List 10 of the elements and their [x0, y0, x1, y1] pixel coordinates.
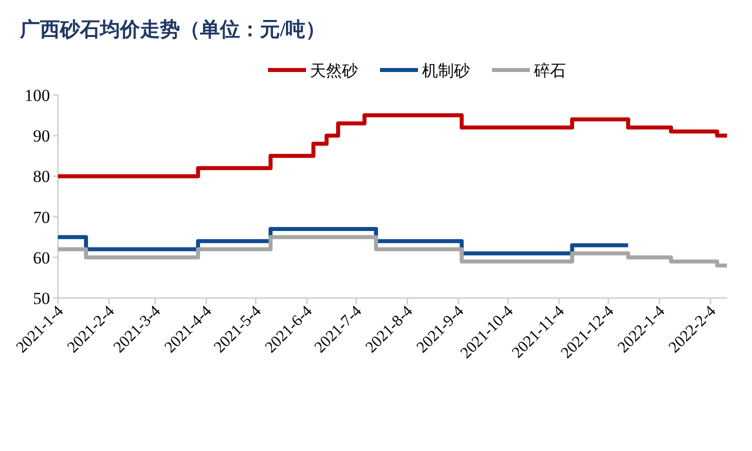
y-tick-label: 90 [33, 126, 50, 146]
y-tick-label: 100 [24, 86, 50, 105]
chart-title: 广西砂石均价走势（单位：元/吨） [19, 18, 326, 41]
y-tick-label: 70 [33, 208, 50, 227]
legend-label: 天然砂 [310, 62, 358, 80]
y-tick-label: 50 [33, 289, 50, 308]
legend-label: 机制砂 [422, 62, 470, 80]
y-tick-label: 80 [33, 167, 50, 186]
y-tick-label: 60 [33, 248, 50, 268]
legend-label: 碎石 [533, 62, 566, 80]
